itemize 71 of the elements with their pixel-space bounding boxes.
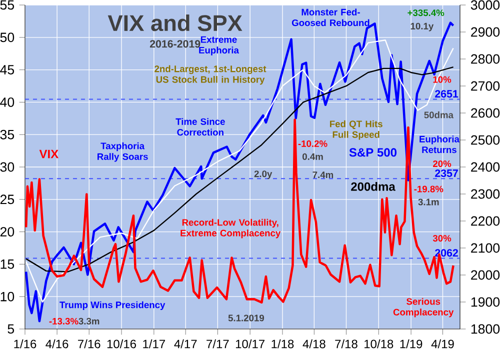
y-tick-label: 35 <box>0 130 14 140</box>
y-tick-label: 20 <box>0 227 14 237</box>
series-label: S&P 500 <box>349 148 397 157</box>
x-tick-label: 1/16 <box>14 339 36 348</box>
series-label: VIX <box>39 150 58 158</box>
y2-tick-label: 2900 <box>471 27 500 37</box>
text: 200dma <box>351 182 396 191</box>
annotation: Taxphoria Rally Soars <box>98 142 148 162</box>
annotation: 3.3m <box>78 318 100 325</box>
annotation: -10.2% <box>298 140 328 147</box>
x-tick-label: 10/18 <box>364 339 394 348</box>
annotation: 3.1m <box>418 198 439 206</box>
x-tick-label: 4/16 <box>46 339 68 348</box>
y-tick-label: 5 <box>8 324 14 334</box>
annotation: 0.4m <box>302 153 323 160</box>
annotation: 20% <box>433 160 452 168</box>
y2-tick-label: 1900 <box>471 297 500 307</box>
y-tick-label: 15 <box>0 260 14 269</box>
y-tick-label: 55 <box>0 0 14 10</box>
y-tick-label: 30 <box>0 162 14 172</box>
annotation: Fed QT Hits Full Speed <box>330 120 382 140</box>
x-tick-label: 7/17 <box>206 339 229 348</box>
y2-tick-label: 2100 <box>471 243 500 253</box>
y2-tick-label: 2700 <box>471 81 500 91</box>
x-tick-label: 10/16 <box>107 339 136 348</box>
y-tick-label: 40 <box>0 97 14 107</box>
y-tick-label: 25 <box>0 194 14 204</box>
y-tick-label: 50 <box>0 32 14 42</box>
y2-tick-label: 2000 <box>471 270 500 280</box>
x-tick-label: 7/16 <box>78 339 100 348</box>
ref-line-label: 2357 <box>435 169 458 178</box>
annotation: -19.8% <box>414 186 444 192</box>
y2-tick-label: 3000 <box>470 0 500 10</box>
x-tick-label: 4/19 <box>431 339 454 348</box>
y2-tick-label: 2400 <box>471 162 500 172</box>
annotation: 30% <box>432 234 452 242</box>
x-tick-label: 10/17 <box>236 339 264 348</box>
y2-tick-label: 2600 <box>471 108 500 118</box>
text: 2016-2019 <box>150 40 200 48</box>
annotation: 7.4m <box>312 172 334 178</box>
x-tick-label: 4/17 <box>174 339 197 348</box>
y-tick-label: 10 <box>0 292 14 302</box>
y2-tick-label: 2500 <box>471 135 500 145</box>
annotation: 2.0y <box>254 170 272 180</box>
annotation: Euphoria Returns <box>420 136 460 154</box>
ref-line-label: 2651 <box>435 90 458 98</box>
x-tick-label: 1/19 <box>400 339 422 348</box>
annotation: Time Since Correction <box>176 118 225 136</box>
y-tick-label: 45 <box>0 65 14 74</box>
series-label: 50dma <box>424 111 454 118</box>
y2-tick-label: 1800 <box>471 324 500 334</box>
ref-line-label: 2062 <box>435 249 458 257</box>
annotation: Serious Complacency <box>393 298 454 318</box>
y2-tick-label: 2300 <box>471 189 500 199</box>
x-tick-label: 4/18 <box>302 339 326 348</box>
y2-tick-label: 2800 <box>471 54 500 64</box>
chart-title: VIX and SPX <box>108 14 242 32</box>
x-tick-label: 1/18 <box>272 339 294 348</box>
annotation: Monster Fed-Goosed Rebound <box>292 8 370 26</box>
y2-tick-label: 2200 <box>471 216 500 226</box>
annotation: 10% <box>433 76 452 83</box>
annotation: 10.1y <box>410 22 434 32</box>
annotation: Record-Low Volatility, Extreme Complacency <box>180 218 281 238</box>
x-tick-label: 1/17 <box>143 339 165 348</box>
annotation: -13.3% <box>49 318 78 325</box>
annotation: 5.1.2019 <box>228 314 264 322</box>
annotation: +335.4% <box>408 9 444 16</box>
annotation: Trump Wins Presidency <box>60 301 166 310</box>
x-tick-label: 7/18 <box>335 339 358 348</box>
annotation: 2nd-Largest, 1st-Longest US Stock Bull in History <box>154 65 266 85</box>
annotation: Extreme Euphoria <box>199 36 240 56</box>
